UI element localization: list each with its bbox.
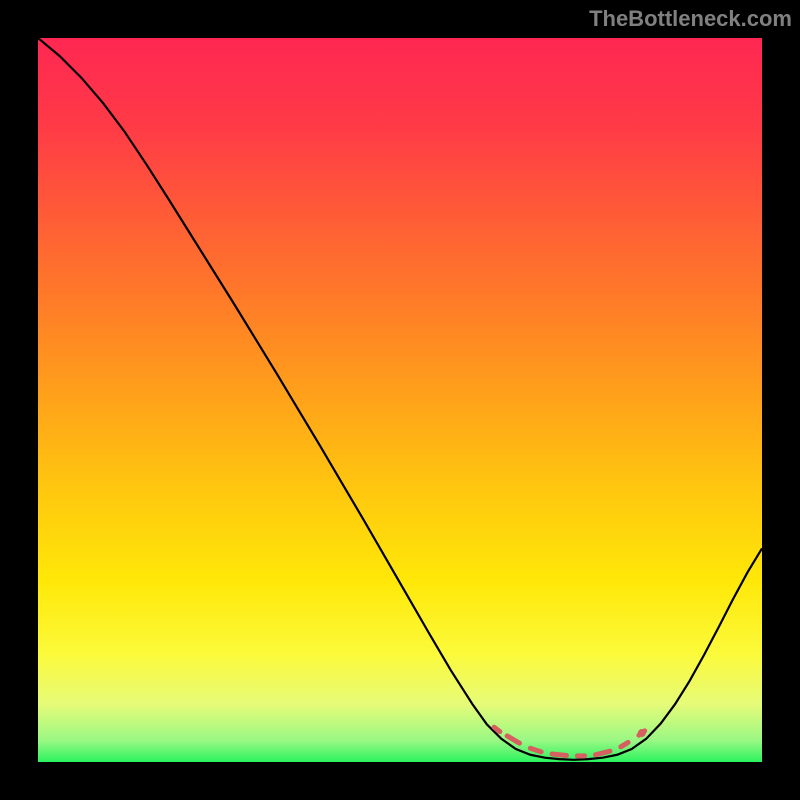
chart-container: TheBottleneck.com — [0, 0, 800, 800]
attribution-text: TheBottleneck.com — [589, 6, 792, 32]
gradient-background — [38, 38, 762, 762]
plot-area — [38, 38, 762, 762]
